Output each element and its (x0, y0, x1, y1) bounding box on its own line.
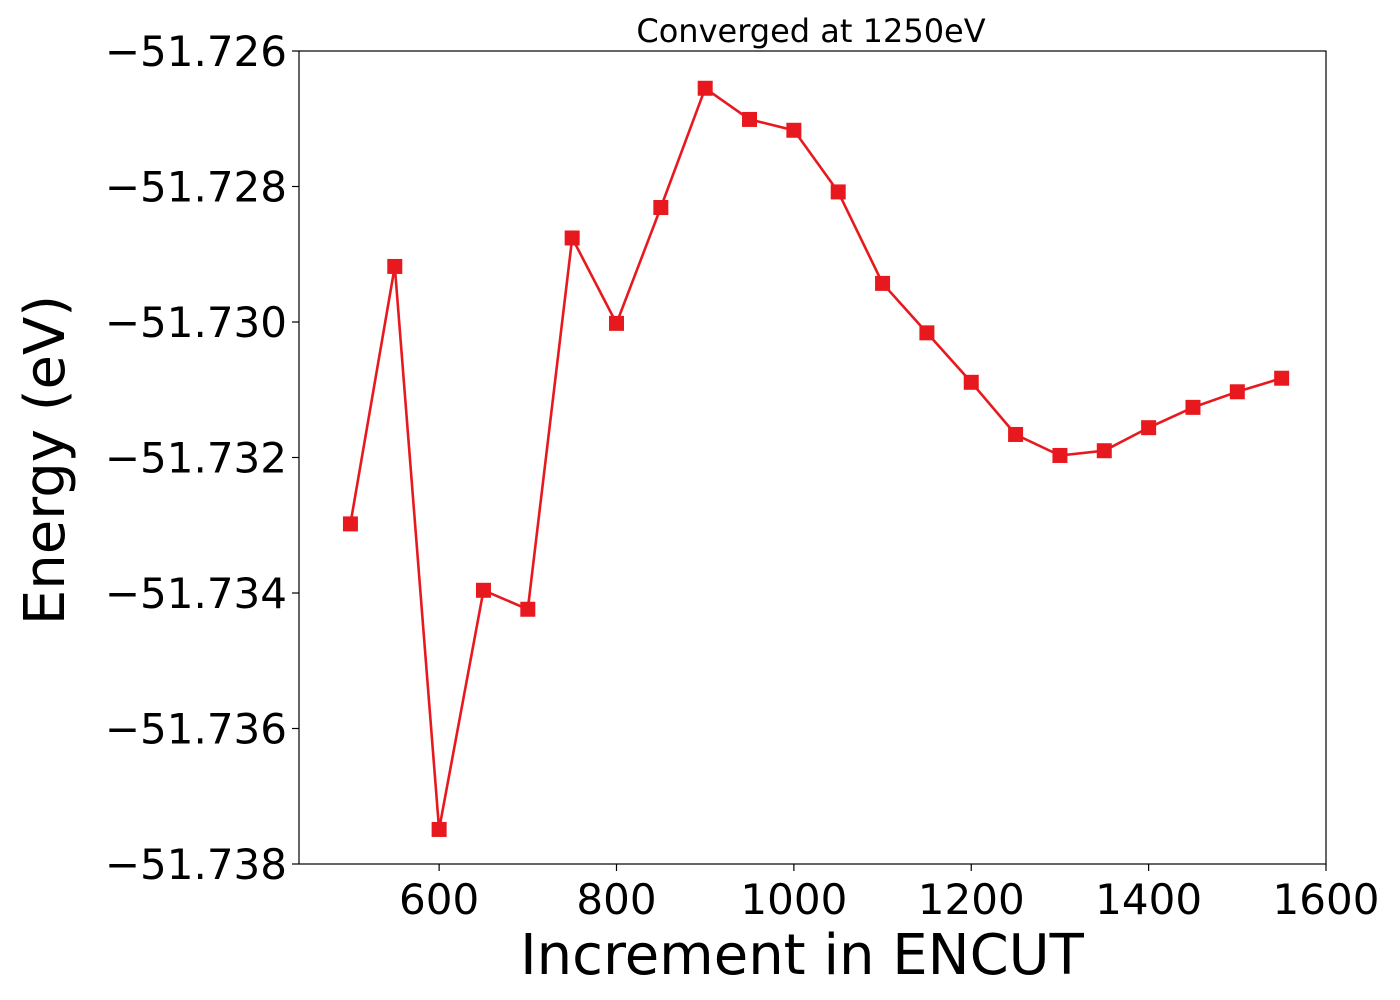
x-tick-label: 1400 (1095, 875, 1202, 924)
y-tick-label: −51.726 (105, 27, 287, 76)
y-tick-label: −51.736 (105, 705, 287, 754)
data-point-marker (1141, 420, 1157, 436)
series-line (349, 87, 1283, 831)
data-point-marker (786, 122, 802, 138)
data-point-marker (875, 275, 891, 291)
x-tick-label: 1000 (740, 875, 847, 924)
data-point-marker (653, 200, 669, 216)
y-tick-label: −51.730 (105, 298, 287, 347)
data-point-marker (1096, 443, 1112, 459)
data-point-marker (342, 516, 358, 532)
data-point-marker (963, 374, 979, 390)
data-point-marker (475, 582, 491, 598)
x-tick-label: 1200 (918, 875, 1025, 924)
data-point-marker (1229, 384, 1245, 400)
data-point-marker (1185, 399, 1201, 415)
plot-area: 600 800 1000 1200 1400 1600 −51.738 −51.736 −51.… (105, 27, 1380, 924)
data-point-marker (742, 111, 758, 127)
y-axis-label: Energy (eV) (13, 295, 78, 625)
y-tick-label: −51.738 (105, 840, 287, 889)
x-tick-label: 1600 (1273, 875, 1380, 924)
data-point-marker (564, 230, 580, 246)
data-point-marker (919, 325, 935, 341)
data-point-marker (697, 80, 713, 96)
plot-frame (298, 50, 1327, 865)
chart-title: Converged at 1250eV (636, 12, 985, 50)
data-point-marker (830, 184, 846, 200)
data-point-marker (520, 601, 536, 617)
x-tick-label: 600 (399, 875, 479, 924)
y-tick-label: −51.732 (105, 434, 287, 483)
data-point-marker (609, 315, 625, 331)
y-tick-label: −51.728 (105, 163, 287, 212)
data-point-marker (431, 821, 447, 837)
data-point-marker (387, 258, 403, 274)
x-tick-label: 800 (576, 875, 656, 924)
x-axis-label: Increment in ENCUT (520, 923, 1085, 988)
data-point-marker (1008, 426, 1024, 442)
y-tick-label: −51.734 (105, 569, 287, 618)
data-point-marker (1052, 447, 1068, 463)
data-point-marker (1274, 370, 1290, 386)
